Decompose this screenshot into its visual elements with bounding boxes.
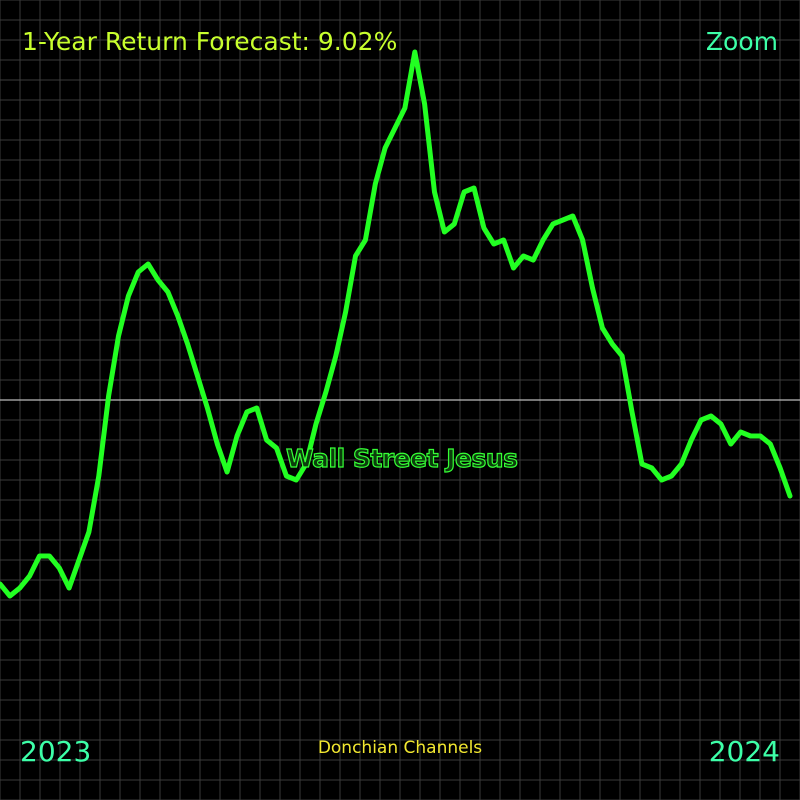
chart-title: 1-Year Return Forecast: 9.02% [22,27,398,56]
indicator-caption: Donchian Channels [317,738,483,758]
x-axis-end-label: 2024 [708,735,780,768]
watermark-text: Wall Street Jesus [285,443,518,473]
zoom-button[interactable]: Zoom [705,27,778,56]
forecast-series-line [0,49,793,599]
x-axis-start-label: 2023 [20,735,92,768]
